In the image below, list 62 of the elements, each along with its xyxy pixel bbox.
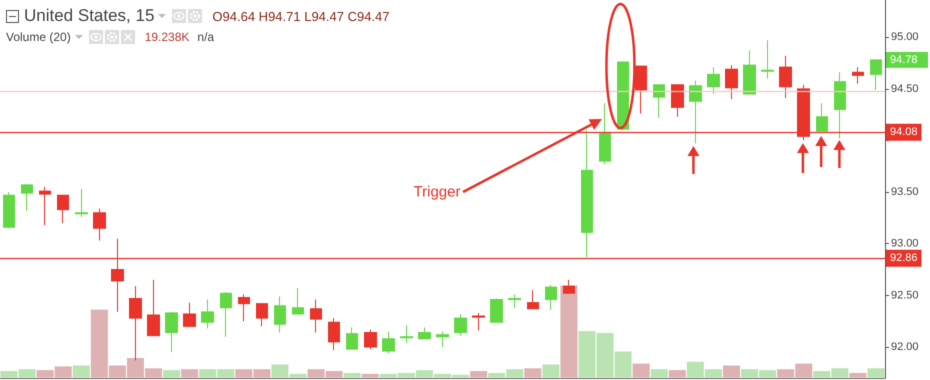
candlestick (599, 102, 611, 165)
candlestick (725, 64, 738, 100)
candlestick (508, 294, 521, 308)
candlestick (256, 303, 268, 327)
candlestick (238, 294, 250, 322)
candlestick (870, 59, 882, 90)
candlestick (653, 84, 665, 118)
chart-title: United States, 15 (24, 6, 154, 26)
candlestick (3, 192, 15, 229)
candlestick (292, 288, 304, 314)
candlestick (563, 279, 575, 294)
candlestick (490, 298, 503, 323)
candlestick (761, 40, 774, 79)
text: 94.78 (890, 54, 918, 66)
y-tick-label: 93.00 (891, 238, 919, 250)
candlestick (852, 66, 864, 84)
candlestick (75, 188, 88, 218)
y-tick-label: 95.00 (891, 31, 919, 44)
y-tick-label: 92.00 (891, 341, 919, 354)
candlestick (454, 313, 467, 336)
candlestick (220, 292, 232, 338)
candlestick (834, 72, 846, 139)
candlestick (147, 279, 160, 336)
chart-title: Volume (20) (6, 30, 71, 44)
candlestick (635, 66, 647, 114)
y-tick-label: 94.50 (891, 82, 919, 95)
candlestick (689, 80, 702, 144)
candlestick (328, 318, 340, 351)
candlestick (671, 84, 684, 118)
candlestick (21, 183, 33, 212)
ref-line-label: 92.86 (890, 252, 918, 264)
y-tick-label: 92.50 (891, 289, 919, 302)
candlestick (346, 326, 358, 350)
candlestick (743, 50, 756, 94)
candlestick (707, 66, 720, 94)
candlestick (93, 208, 106, 242)
candlestick (382, 331, 395, 354)
candlestick (472, 312, 485, 331)
annotation: Trigger (414, 184, 460, 200)
candlestick (816, 102, 828, 132)
candlestick (400, 324, 413, 344)
annotation: 19.238K (144, 30, 190, 44)
candlestick (183, 302, 196, 327)
y-tick-label: 93.50 (891, 186, 919, 198)
candlestick (39, 186, 51, 226)
candlestick (310, 299, 322, 334)
ref-line-label: 94.08 (890, 126, 918, 138)
annotation: n/a (197, 30, 214, 44)
candlestick (617, 61, 629, 131)
candlestick (201, 299, 214, 329)
candlestick (581, 130, 593, 258)
candlestick (57, 194, 69, 224)
candlestick (436, 331, 449, 348)
candlestick (418, 326, 431, 340)
candlestick (274, 296, 286, 334)
candlestick (364, 328, 377, 350)
candlestick (165, 311, 178, 353)
candlestick (527, 290, 539, 310)
text: O94.64 H94.71 L94.47 C94.47 (212, 8, 390, 24)
candlestick (545, 284, 557, 310)
candlestick (129, 286, 142, 361)
candlestick (779, 55, 792, 99)
